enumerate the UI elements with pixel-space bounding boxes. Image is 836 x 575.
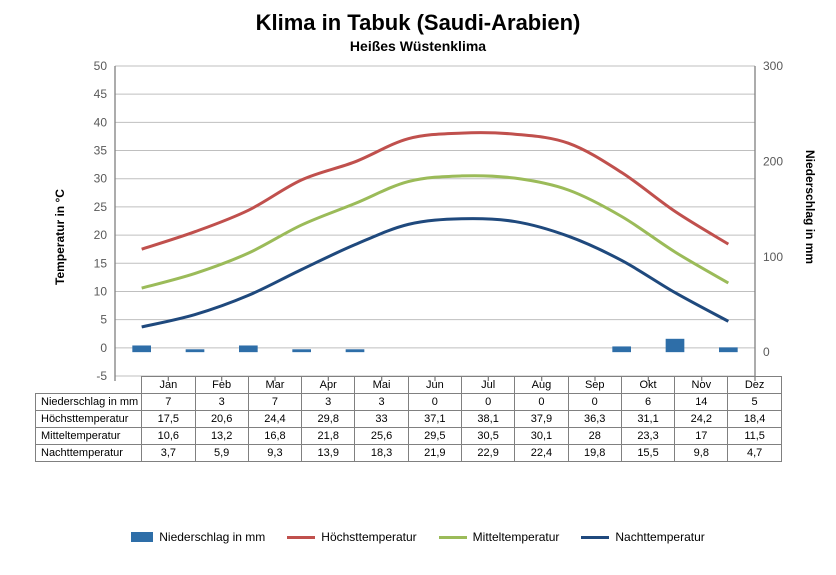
- data-cell: 5: [728, 394, 781, 411]
- svg-text:30: 30: [94, 172, 108, 186]
- month-header: Dez: [728, 377, 781, 394]
- svg-text:35: 35: [94, 144, 108, 158]
- data-cell: 7: [248, 394, 301, 411]
- data-cell: 20,6: [195, 411, 248, 428]
- data-cell: 16,8: [248, 428, 301, 445]
- data-cell: 37,1: [408, 411, 461, 428]
- svg-text:15: 15: [94, 256, 108, 270]
- data-cell: 30,5: [461, 428, 514, 445]
- data-cell: 31,1: [621, 411, 674, 428]
- data-cell: 5,9: [195, 445, 248, 462]
- legend-item: Höchsttemperatur: [287, 530, 416, 544]
- data-cell: 21,9: [408, 445, 461, 462]
- svg-text:200: 200: [763, 154, 783, 168]
- legend: Niederschlag in mm Höchsttemperatur Mittel…: [0, 530, 836, 544]
- data-cell: 6: [621, 394, 674, 411]
- legend-label: Mitteltemperatur: [473, 530, 560, 544]
- svg-text:0: 0: [763, 345, 770, 359]
- svg-text:5: 5: [100, 313, 107, 327]
- month-header: Aug: [515, 377, 568, 394]
- data-cell: 25,6: [355, 428, 408, 445]
- data-cell: 17,5: [142, 411, 195, 428]
- data-cell: 3: [195, 394, 248, 411]
- data-cell: 24,4: [248, 411, 301, 428]
- month-header: Okt: [621, 377, 674, 394]
- month-header: Nov: [675, 377, 728, 394]
- month-header: Jun: [408, 377, 461, 394]
- month-header: Mai: [355, 377, 408, 394]
- data-cell: 0: [408, 394, 461, 411]
- row-label: Höchsttemperatur: [36, 411, 142, 428]
- month-header: Jan: [142, 377, 195, 394]
- month-header: Jul: [461, 377, 514, 394]
- month-header: Mar: [248, 377, 301, 394]
- legend-item: Niederschlag in mm: [131, 530, 265, 544]
- data-cell: 7: [142, 394, 195, 411]
- row-label: Nachttemperatur: [36, 445, 142, 462]
- data-cell: 23,3: [621, 428, 674, 445]
- data-cell: 22,9: [461, 445, 514, 462]
- legend-swatch: [439, 536, 467, 539]
- data-cell: 18,3: [355, 445, 408, 462]
- data-cell: 29,8: [302, 411, 355, 428]
- legend-swatch: [581, 536, 609, 539]
- month-header: Feb: [195, 377, 248, 394]
- data-cell: 3: [302, 394, 355, 411]
- row-label: Niederschlag in mm: [36, 394, 142, 411]
- data-cell: 0: [568, 394, 621, 411]
- legend-label: Höchsttemperatur: [321, 530, 416, 544]
- data-cell: 4,7: [728, 445, 781, 462]
- plot-area: -5051015202530354045500100200300: [0, 0, 836, 575]
- svg-text:0: 0: [100, 341, 107, 355]
- data-cell: 24,2: [675, 411, 728, 428]
- legend-label: Nachttemperatur: [615, 530, 704, 544]
- data-cell: 33: [355, 411, 408, 428]
- data-cell: 17: [675, 428, 728, 445]
- legend-item: Mitteltemperatur: [439, 530, 560, 544]
- data-cell: 10,6: [142, 428, 195, 445]
- data-cell: 29,5: [408, 428, 461, 445]
- data-cell: 14: [675, 394, 728, 411]
- svg-text:100: 100: [763, 250, 783, 264]
- data-cell: 28: [568, 428, 621, 445]
- climate-chart: Klima in Tabuk (Saudi-Arabien) Heißes Wü…: [0, 0, 836, 575]
- month-header: Apr: [302, 377, 355, 394]
- data-cell: 0: [515, 394, 568, 411]
- data-cell: 3,7: [142, 445, 195, 462]
- data-cell: 36,3: [568, 411, 621, 428]
- legend-swatch: [287, 536, 315, 539]
- data-cell: 18,4: [728, 411, 781, 428]
- data-cell: 19,8: [568, 445, 621, 462]
- data-cell: 30,1: [515, 428, 568, 445]
- data-cell: 21,8: [302, 428, 355, 445]
- data-cell: 9,3: [248, 445, 301, 462]
- svg-text:45: 45: [94, 87, 108, 101]
- legend-swatch: [131, 532, 153, 542]
- data-cell: 38,1: [461, 411, 514, 428]
- data-cell: 13,2: [195, 428, 248, 445]
- data-cell: 9,8: [675, 445, 728, 462]
- data-cell: 3: [355, 394, 408, 411]
- data-cell: 22,4: [515, 445, 568, 462]
- svg-text:10: 10: [94, 284, 108, 298]
- svg-text:40: 40: [94, 115, 108, 129]
- data-cell: 15,5: [621, 445, 674, 462]
- legend-item: Nachttemperatur: [581, 530, 704, 544]
- svg-text:300: 300: [763, 59, 783, 73]
- legend-label: Niederschlag in mm: [159, 530, 265, 544]
- row-label: Mitteltemperatur: [36, 428, 142, 445]
- svg-text:25: 25: [94, 200, 108, 214]
- svg-text:20: 20: [94, 228, 108, 242]
- data-cell: 37,9: [515, 411, 568, 428]
- data-cell: 11,5: [728, 428, 781, 445]
- svg-text:50: 50: [94, 59, 108, 73]
- data-cell: 13,9: [302, 445, 355, 462]
- month-header: Sep: [568, 377, 621, 394]
- data-table: JanFebMarAprMaiJunJulAugSepOktNovDez Nied…: [35, 376, 782, 462]
- data-cell: 0: [461, 394, 514, 411]
